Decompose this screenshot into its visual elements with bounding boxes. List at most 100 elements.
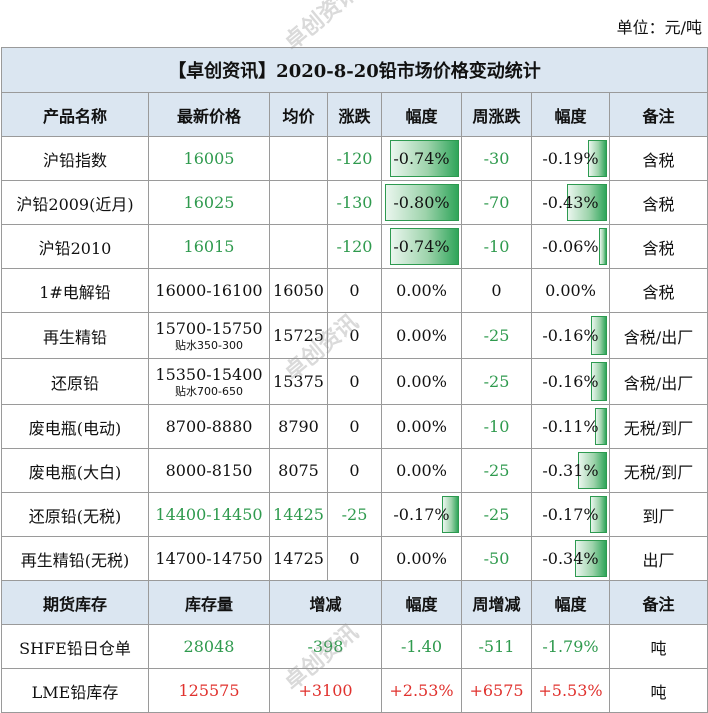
table-row: 1#电解铅 16000-16100 16050 0 0.00% 0 0.00% 含税 [1,268,708,313]
weekly-change: -25 [461,358,532,405]
change-bar [590,496,607,533]
column-header: 备注 [609,92,708,137]
weekly-change-percent: -0.31% [531,448,610,493]
table-row: 沪铅2010 16015 -120 -0.74% -10 -0.06% 含税 [1,224,708,269]
inventory-change: +3100 [269,668,382,713]
weekly-change: -30 [461,136,532,181]
latest-price: 16025 [148,180,270,225]
change-percent-value: 0.00% [396,417,447,436]
column-header: 幅度 [381,580,462,625]
change-percent: 0.00% [381,448,462,493]
column-header: 周增减 [461,580,532,625]
table-row: 沪铅2009(近月) 16025 -130 -0.80% -70 -0.43% 含税 [1,180,708,225]
remark: 无税/到厂 [609,404,708,449]
weekly-change: -10 [461,404,532,449]
column-header: 幅度 [531,580,610,625]
latest-price: 16005 [148,136,270,181]
product-name: 还原铅 [1,358,149,405]
product-name: 沪铅指数 [1,136,149,181]
weekly-change-percent-value: 0.00% [545,281,596,300]
table-row: 沪铅指数 16005 -120 -0.74% -30 -0.19% 含税 [1,136,708,181]
change-percent: -0.74% [381,136,462,181]
price-change: 0 [327,268,382,313]
change-percent: 0.00% [381,268,462,313]
change-bar [385,184,459,221]
table-row: 还原铅(无税) 14400-14450 14425 -25 -0.17% -25 -0.17… [1,492,708,537]
latest-price: 8700-8880 [148,404,270,449]
product-name: 沪铅2010 [1,224,149,269]
weekly-change-percent: -0.11% [531,404,610,449]
weekly-change-percent: -0.19% [531,136,610,181]
price-change: 0 [327,404,382,449]
inventory-change-percent: -1.40 [381,624,462,669]
change-bar [591,316,607,355]
change-percent: -0.74% [381,224,462,269]
column-header: 期货库存 [1,580,149,625]
weekly-change-percent-value: -0.34% [542,549,599,568]
weekly-change-percent-value: -0.19% [542,149,599,168]
average-price [269,180,328,225]
price-change: -130 [327,180,382,225]
change-bar [567,184,607,221]
column-header: 幅度 [531,92,610,137]
average-price: 8075 [269,448,328,493]
table-title: 【卓创资讯】2020-8-20铅市场价格变动统计 [1,47,708,93]
table-row: 还原铅 15350-15400 贴水700-650 15375 0 0.00% -25 -0.… [1,358,708,405]
inventory-weekly-change: +6575 [461,668,532,713]
product-name: 再生精铅 [1,312,149,359]
weekly-change-percent: -0.17% [531,492,610,537]
price-header-row: 产品名称 最新价格 均价 涨跌 幅度 周涨跌 幅度 备注 [1,92,708,137]
weekly-change: -10 [461,224,532,269]
product-name: 还原铅(无税) [1,492,149,537]
change-percent-value: -0.74% [393,149,450,168]
table-row: LME铅库存 125575 +3100 +2.53% +6575 +5.53% 吨 [1,668,708,713]
weekly-change-percent: 0.00% [531,268,610,313]
remark: 吨 [609,668,708,713]
change-bar [390,228,459,265]
weekly-change-percent-value: -0.17% [542,505,599,524]
change-bar [577,452,607,489]
remark: 含税/出厂 [609,312,708,359]
change-bar [575,540,607,577]
weekly-change: -25 [461,312,532,359]
change-percent: -0.80% [381,180,462,225]
price-change: -120 [327,136,382,181]
latest-price: 15700-15750 贴水350-300 [148,312,270,359]
table-row: SHFE铅日仓单 28048 -398 -1.40 -511 -1.79% 吨 [1,624,708,669]
change-bar [441,496,459,533]
remark: 到厂 [609,492,708,537]
change-bar [595,408,607,445]
weekly-change-percent-value: -0.31% [542,461,599,480]
weekly-change-percent-value: -0.06% [542,237,599,256]
weekly-change-percent: -0.16% [531,358,610,405]
price-discount-note: 贴水700-650 [175,384,243,398]
inventory-name: LME铅库存 [1,668,149,713]
change-bar [588,140,607,177]
price-change: -120 [327,224,382,269]
weekly-change: -50 [461,536,532,581]
remark: 含税 [609,136,708,181]
remark: 含税/出厂 [609,358,708,405]
change-percent: 0.00% [381,536,462,581]
weekly-change-percent: -0.16% [531,312,610,359]
table-row: 废电瓶(大白) 8000-8150 8075 0 0.00% -25 -0.31% 无税/到厂 [1,448,708,493]
product-name: 沪铅2009(近月) [1,180,149,225]
inventory-weekly-change: -511 [461,624,532,669]
unit-label: 单位：元/吨 [616,18,702,37]
change-percent: 0.00% [381,312,462,359]
column-header: 最新价格 [148,92,270,137]
title-row: 【卓创资讯】2020-8-20铅市场价格变动统计 [1,47,708,93]
average-price: 14425 [269,492,328,537]
latest-price: 16015 [148,224,270,269]
weekly-change-percent-value: -0.11% [542,417,599,436]
remark: 含税 [609,268,708,313]
average-price: 15725 [269,312,328,359]
change-percent-value: 0.00% [396,461,447,480]
inventory-weekly-percent: +5.53% [531,668,610,713]
change-percent: 0.00% [381,358,462,405]
column-header: 备注 [609,580,708,625]
weekly-change-percent-value: -0.43% [542,193,599,212]
remark: 无税/到厂 [609,448,708,493]
change-bar [599,228,607,265]
